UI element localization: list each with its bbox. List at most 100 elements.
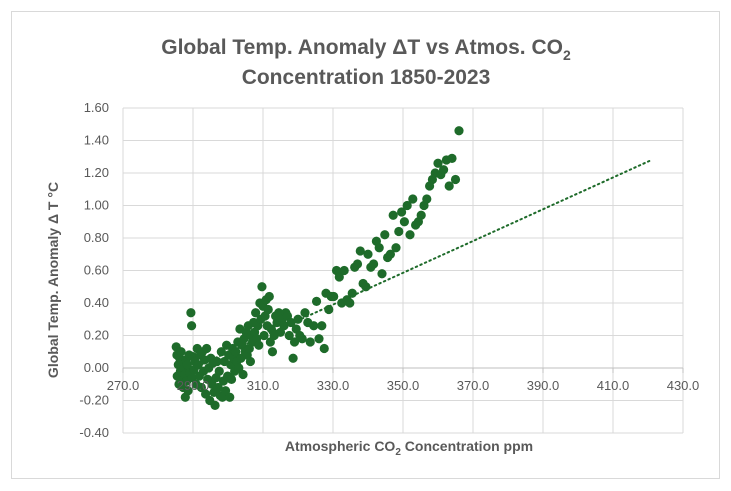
data-point	[213, 382, 223, 393]
data-point	[254, 340, 264, 350]
data-point	[377, 269, 387, 279]
data-point	[374, 243, 384, 253]
data-point	[201, 389, 211, 399]
x-tick-label: 330.0	[317, 378, 350, 393]
data-point	[279, 321, 289, 331]
data-points	[171, 126, 464, 410]
data-point	[405, 230, 415, 240]
data-point	[259, 330, 269, 341]
data-point	[226, 374, 237, 384]
data-point	[186, 308, 196, 318]
y-tick-label: 1.20	[84, 165, 109, 180]
chart-title-line-1: Global Temp. Anomaly ΔT vs Atmos. CO2	[161, 36, 571, 63]
data-point	[183, 386, 193, 396]
data-point	[231, 347, 241, 357]
data-point	[202, 343, 212, 354]
data-point	[220, 386, 231, 396]
data-point	[450, 174, 461, 185]
data-point	[334, 272, 344, 282]
data-point	[352, 259, 363, 269]
data-point	[300, 308, 310, 318]
y-tick-label: 1.60	[84, 100, 109, 115]
data-point	[416, 210, 426, 220]
data-point	[380, 230, 390, 240]
data-point	[245, 356, 255, 367]
data-point	[444, 181, 454, 191]
data-point	[433, 158, 443, 168]
x-tick-label: 350.0	[387, 378, 420, 393]
x-tick-label: 410.0	[597, 378, 630, 393]
data-point	[216, 347, 226, 357]
y-tick-label: 0.60	[84, 263, 109, 278]
y-tick-label: -0.20	[79, 393, 109, 408]
data-point	[225, 392, 235, 402]
y-tick-label: 0.00	[84, 360, 109, 375]
data-point	[309, 321, 319, 331]
y-tick-label: 1.00	[84, 198, 109, 213]
data-point	[319, 343, 329, 354]
data-point	[251, 308, 261, 318]
x-tick-label: 370.0	[457, 378, 490, 393]
data-point	[284, 330, 294, 341]
data-point	[394, 226, 404, 237]
x-tick-label: 430.0	[667, 378, 700, 393]
data-point	[212, 356, 222, 367]
data-point	[289, 337, 300, 347]
x-tick-label: 290.0	[177, 378, 210, 393]
data-point	[193, 360, 203, 370]
data-point	[234, 363, 244, 373]
x-axis-title: Atmospheric CO2 Concentration ppm	[285, 438, 533, 458]
data-point	[402, 200, 412, 211]
data-point	[305, 337, 315, 347]
data-point	[363, 249, 373, 259]
chart-title-line-2: Concentration 1850-2023	[242, 66, 491, 89]
data-point	[293, 314, 303, 324]
data-point	[408, 194, 418, 204]
data-point	[447, 153, 457, 163]
chart-area: 1.60 1.40 1.20 1.00 0.80 0.60 0.40 0.20 0.00 -0.2…	[11, 11, 720, 479]
data-point	[397, 207, 407, 217]
data-point	[267, 347, 278, 357]
y-axis-title: Global Temp. Anomaly Δ T °C	[45, 182, 61, 378]
data-point	[422, 194, 432, 204]
data-point	[311, 296, 322, 306]
data-point	[317, 321, 327, 331]
data-point	[288, 353, 298, 363]
data-point	[355, 246, 365, 256]
data-point	[391, 243, 401, 253]
data-point	[286, 317, 296, 328]
data-point	[347, 288, 357, 298]
data-point	[454, 126, 464, 136]
data-point	[399, 217, 409, 227]
x-tick-label: 270.0	[107, 378, 140, 393]
data-point	[369, 259, 379, 269]
data-point	[196, 382, 206, 393]
data-point	[257, 282, 267, 292]
chart-svg: 1.60 1.40 1.20 1.00 0.80 0.60 0.40 0.20 0.00 -0.2…	[45, 36, 699, 458]
data-point	[187, 321, 197, 331]
data-point	[263, 304, 273, 315]
y-tick-label: -0.40	[79, 425, 109, 440]
data-point	[388, 210, 398, 220]
data-point	[339, 265, 349, 276]
data-point	[210, 400, 220, 410]
data-point	[329, 291, 339, 302]
y-tick-label: 1.40	[84, 133, 109, 148]
data-point	[439, 165, 449, 175]
data-point	[182, 360, 192, 370]
x-tick-label: 390.0	[527, 378, 560, 393]
data-point	[324, 304, 334, 315]
data-point	[264, 291, 274, 302]
x-tick-label: 310.0	[247, 378, 280, 393]
data-point	[361, 282, 371, 292]
data-point	[176, 347, 186, 357]
data-point	[314, 334, 324, 344]
y-tick-label: 0.40	[84, 295, 109, 310]
data-point	[385, 249, 395, 259]
data-point	[214, 366, 224, 376]
data-point	[297, 334, 307, 344]
data-point	[238, 369, 248, 380]
y-tick-label: 0.20	[84, 328, 109, 343]
y-tick-label: 0.80	[84, 230, 109, 245]
tick-labels: 1.60 1.40 1.20 1.00 0.80 0.60 0.40 0.20 0.00 -0.2…	[79, 100, 699, 440]
